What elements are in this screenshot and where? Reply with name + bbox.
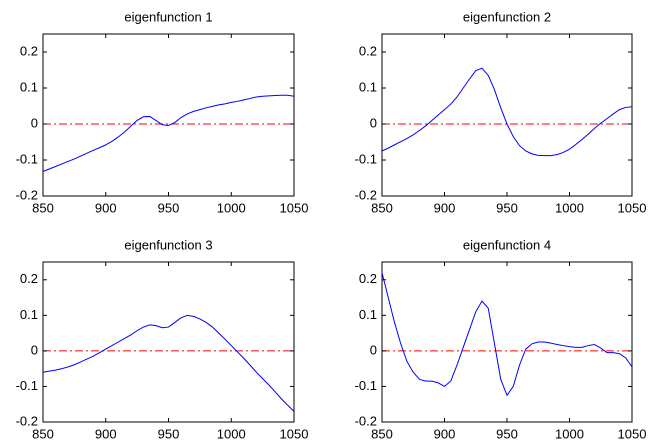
y-tick-label: 0 xyxy=(370,115,377,130)
axes-box xyxy=(381,33,633,197)
y-tick-label: 0.2 xyxy=(359,271,377,286)
x-tick-label: 1000 xyxy=(217,426,246,441)
subplot-title: eigenfunction 1 xyxy=(124,9,212,24)
y-tick-label: 0 xyxy=(370,342,377,357)
axes-box xyxy=(381,261,633,423)
axes-box xyxy=(42,33,295,197)
data-line xyxy=(381,67,633,157)
y-tick-label: -0.2 xyxy=(16,413,38,428)
x-tick-label: 950 xyxy=(496,200,518,215)
x-tick-label: 900 xyxy=(95,426,117,441)
axes-box xyxy=(42,261,295,423)
subplot-title: eigenfunction 3 xyxy=(124,237,212,252)
y-tick-label: -0.2 xyxy=(355,413,377,428)
x-tick-label: 1050 xyxy=(280,426,309,441)
x-tick-label: 1050 xyxy=(618,200,647,215)
y-tick-label: 0.2 xyxy=(359,43,377,58)
x-tick-label: 900 xyxy=(434,426,456,441)
x-tick-label: 950 xyxy=(496,426,518,441)
subplot-title: eigenfunction 4 xyxy=(463,237,551,252)
x-tick-label: 850 xyxy=(32,200,54,215)
x-tick-label: 850 xyxy=(371,200,393,215)
x-tick-label: 1000 xyxy=(555,200,584,215)
x-tick-label: 900 xyxy=(95,200,117,215)
x-tick-label: 1000 xyxy=(217,200,246,215)
y-tick-label: -0.1 xyxy=(355,151,377,166)
y-tick-label: 0.2 xyxy=(20,43,38,58)
x-tick-label: 950 xyxy=(158,426,180,441)
subplot-title: eigenfunction 2 xyxy=(463,9,551,24)
y-tick-label: 0 xyxy=(31,342,38,357)
data-line xyxy=(42,314,295,412)
y-tick-label: 0 xyxy=(31,115,38,130)
x-tick-label: 1050 xyxy=(618,426,647,441)
data-line xyxy=(381,272,633,397)
y-tick-label: -0.1 xyxy=(16,378,38,393)
y-tick-label: 0.1 xyxy=(20,307,38,322)
y-tick-label: -0.2 xyxy=(355,187,377,202)
x-tick-label: 900 xyxy=(434,200,456,215)
y-tick-label: 0.1 xyxy=(359,307,377,322)
x-tick-label: 950 xyxy=(158,200,180,215)
x-tick-label: 850 xyxy=(371,426,393,441)
x-tick-label: 850 xyxy=(32,426,54,441)
y-tick-label: -0.1 xyxy=(355,378,377,393)
y-tick-label: -0.2 xyxy=(16,187,38,202)
y-tick-label: -0.1 xyxy=(16,151,38,166)
x-tick-label: 1050 xyxy=(280,200,309,215)
x-tick-label: 1000 xyxy=(555,426,584,441)
y-tick-label: 0.2 xyxy=(20,271,38,286)
y-tick-label: 0.1 xyxy=(359,79,377,94)
data-line xyxy=(42,94,295,172)
y-tick-label: 0.1 xyxy=(20,79,38,94)
